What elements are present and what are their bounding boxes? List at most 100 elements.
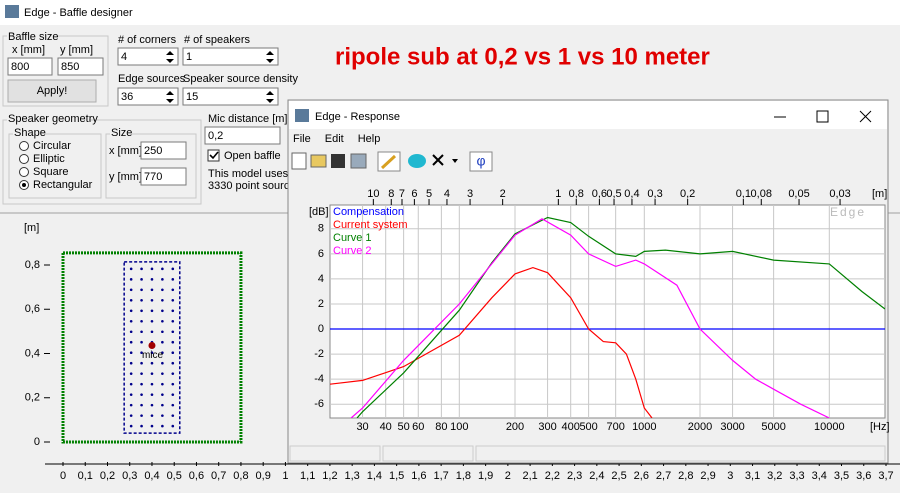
point-source: [171, 288, 175, 292]
point-source: [140, 288, 143, 292]
x-tick-label: 1,8: [456, 470, 471, 482]
field-label: # of corners: [118, 34, 177, 46]
point-source: [129, 351, 133, 355]
point-source: [150, 382, 154, 386]
y-tick-label: -6: [314, 398, 324, 410]
radio[interactable]: [19, 167, 29, 177]
point-source: [150, 298, 154, 302]
title-bar: [0, 0, 900, 25]
point-source: [171, 340, 175, 344]
menu-item[interactable]: File: [293, 133, 311, 145]
checkbox-label: Open baffle: [224, 150, 281, 162]
point-source: [171, 351, 175, 355]
checkmark: [209, 151, 219, 160]
radio[interactable]: [19, 141, 29, 151]
x-tick-label: 0,9: [256, 470, 271, 482]
y-tick-label: 2: [318, 298, 324, 310]
y-tick-label: 0,6: [25, 303, 40, 315]
point-source: [150, 267, 154, 271]
menu-item[interactable]: Edit: [325, 133, 344, 145]
menu-item[interactable]: Help: [358, 133, 381, 145]
point-source: [150, 424, 154, 428]
y-tick-label: 0: [34, 436, 40, 448]
point-source: [161, 309, 164, 313]
x2-tick-label: 0,4: [624, 188, 639, 200]
input[interactable]: [57, 57, 104, 76]
x-tick-label: 1: [282, 470, 288, 482]
point-source: [171, 309, 175, 313]
input-value: 15: [186, 91, 198, 103]
mic-label: mice: [142, 350, 164, 361]
spinner[interactable]: [117, 47, 179, 66]
input[interactable]: [140, 167, 187, 186]
y-tick-label: 0,8: [25, 259, 40, 271]
point-source: [140, 424, 143, 428]
group-label-bg: [110, 127, 132, 138]
tool-open[interactable]: [310, 154, 327, 168]
checkbox[interactable]: [207, 149, 220, 162]
x-tick-label: 1,7: [433, 470, 448, 482]
x2-tick-label: 0,08: [751, 188, 772, 200]
x-tick-label: 2,7: [656, 470, 671, 482]
dropdown[interactable]: [452, 159, 458, 163]
point-source: [150, 403, 154, 407]
field-label: # of speakers: [184, 34, 251, 46]
point-source: [161, 288, 164, 292]
input-value: 4: [121, 51, 127, 63]
x-tick-label: 1,6: [411, 470, 426, 482]
x-tick-label: 3,3: [789, 470, 804, 482]
spinner[interactable]: [182, 47, 279, 66]
x2-axis-label: [m]: [872, 188, 887, 200]
x-tick-label: 300: [538, 421, 556, 433]
input[interactable]: [140, 141, 187, 160]
button-label: Apply!: [37, 85, 68, 97]
series-line: [356, 216, 885, 418]
button[interactable]: [7, 79, 97, 103]
legend-entry: Compensation: [333, 206, 404, 218]
x-tick-label: 0,5: [167, 470, 182, 482]
spinner[interactable]: [117, 87, 179, 106]
group-label: Shape: [14, 127, 46, 139]
x-tick-label: 3,5: [834, 470, 849, 482]
tool-phase[interactable]: [469, 151, 493, 172]
x-tick-label: 2,9: [700, 470, 715, 482]
point-source: [161, 414, 164, 417]
x-tick-label: 1,5: [389, 470, 404, 482]
x2-tick-label: 0,8: [569, 188, 584, 200]
radio[interactable]: [19, 154, 29, 164]
input[interactable]: [204, 126, 281, 145]
app-icon: [5, 5, 19, 18]
point-source: [150, 351, 154, 355]
tool-speaker[interactable]: [408, 154, 426, 168]
x-tick-label: 3,7: [878, 470, 893, 482]
point-source: [161, 340, 164, 344]
x-tick-label: 2: [505, 470, 511, 482]
tool-new[interactable]: [291, 152, 307, 170]
y-tick-label: 6: [318, 248, 324, 260]
point-source: [161, 372, 164, 375]
radio-label: Elliptic: [33, 153, 65, 165]
maximize-button[interactable]: [816, 110, 829, 123]
x2-tick-label: 5: [426, 188, 432, 200]
x-tick-label: 3,1: [745, 470, 760, 482]
x-tick-label: 400: [562, 421, 580, 433]
tool-delete[interactable]: [432, 154, 444, 166]
spinner[interactable]: [182, 87, 279, 106]
point-source: [140, 382, 143, 386]
tool-copy[interactable]: [350, 153, 367, 169]
x2-tick-label: 0,6: [592, 188, 607, 200]
x-tick-label: 2000: [688, 421, 712, 433]
tool-save[interactable]: [331, 154, 345, 168]
close-button[interactable]: [859, 110, 872, 123]
input[interactable]: [7, 57, 53, 76]
input-value: 250: [144, 145, 162, 157]
x-tick-label: 0,1: [78, 470, 93, 482]
point-source: [140, 372, 143, 375]
point-source: [171, 278, 175, 281]
point-source: [140, 298, 143, 302]
x-tick-label: 2,2: [545, 470, 560, 482]
field-label: Edge sources: [118, 73, 186, 85]
point-source: [171, 372, 175, 375]
x-axis-label: [Hz]: [870, 421, 890, 433]
